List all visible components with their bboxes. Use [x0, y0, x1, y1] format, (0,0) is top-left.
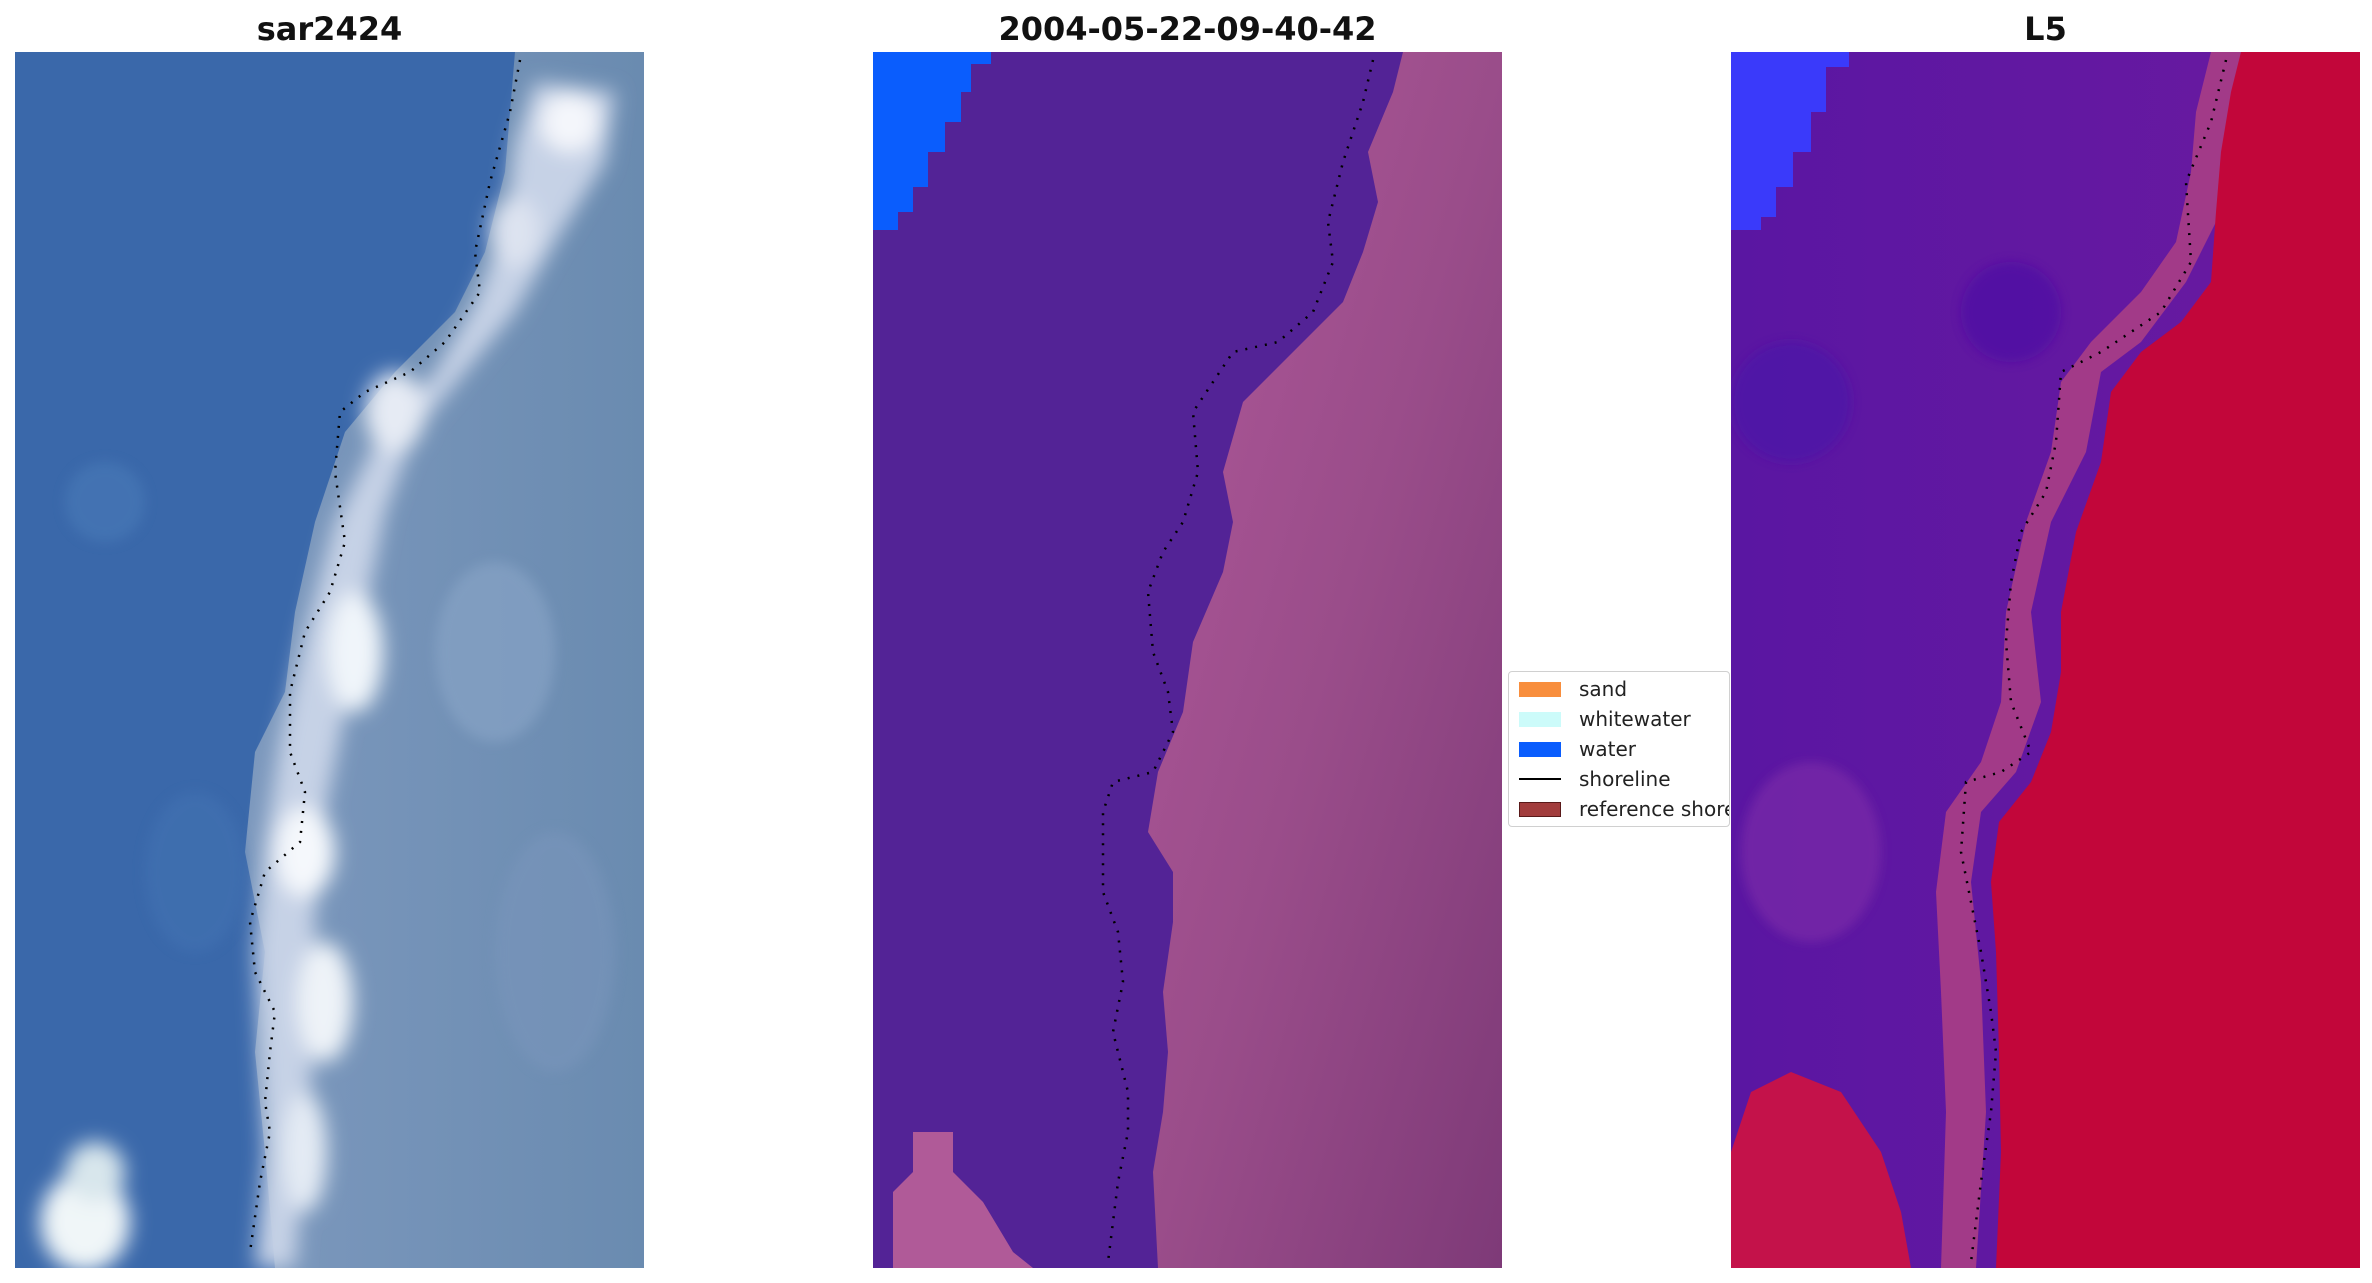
- water-swatch: [1519, 741, 1561, 757]
- panel-title-sar2424: sar2424: [256, 10, 403, 48]
- water-patch: [873, 52, 991, 230]
- legend-item-whitewater: whitewater: [1519, 704, 1691, 734]
- legend-item-reference-shoreline: reference shoreline: [1519, 794, 1729, 824]
- legend: sand whitewater water shoreline referenc…: [1508, 671, 1730, 827]
- land-lower-left: [893, 1132, 1033, 1268]
- classified-image: [873, 52, 1502, 1268]
- shoreline-line-swatch: [1519, 778, 1561, 780]
- legend-label: whitewater: [1579, 707, 1691, 731]
- legend-item-sand: sand: [1519, 674, 1627, 704]
- legend-label: sand: [1579, 677, 1628, 701]
- water-patch: [1731, 52, 1849, 230]
- whitewater-swatch: [1519, 711, 1561, 727]
- sand-swatch: [1519, 681, 1561, 697]
- panel-title-date: 2004-05-22-09-40-42: [998, 10, 1377, 48]
- land-lower-left: [1731, 1072, 1911, 1268]
- legend-item-shoreline: shoreline: [1519, 764, 1671, 794]
- satellite-rgb-image: [15, 52, 644, 1268]
- land-class-area: [1148, 52, 1502, 1268]
- legend-label: reference shoreline: [1579, 797, 1729, 821]
- legend-item-water: water: [1519, 734, 1636, 764]
- legend-label: shoreline: [1579, 767, 1671, 791]
- l5-image: [1731, 52, 2360, 1268]
- reference-shoreline-swatch: [1519, 801, 1561, 817]
- panel-title-l5: L5: [2024, 10, 2067, 48]
- land-area: [1991, 52, 2360, 1268]
- legend-label: water: [1579, 737, 1636, 761]
